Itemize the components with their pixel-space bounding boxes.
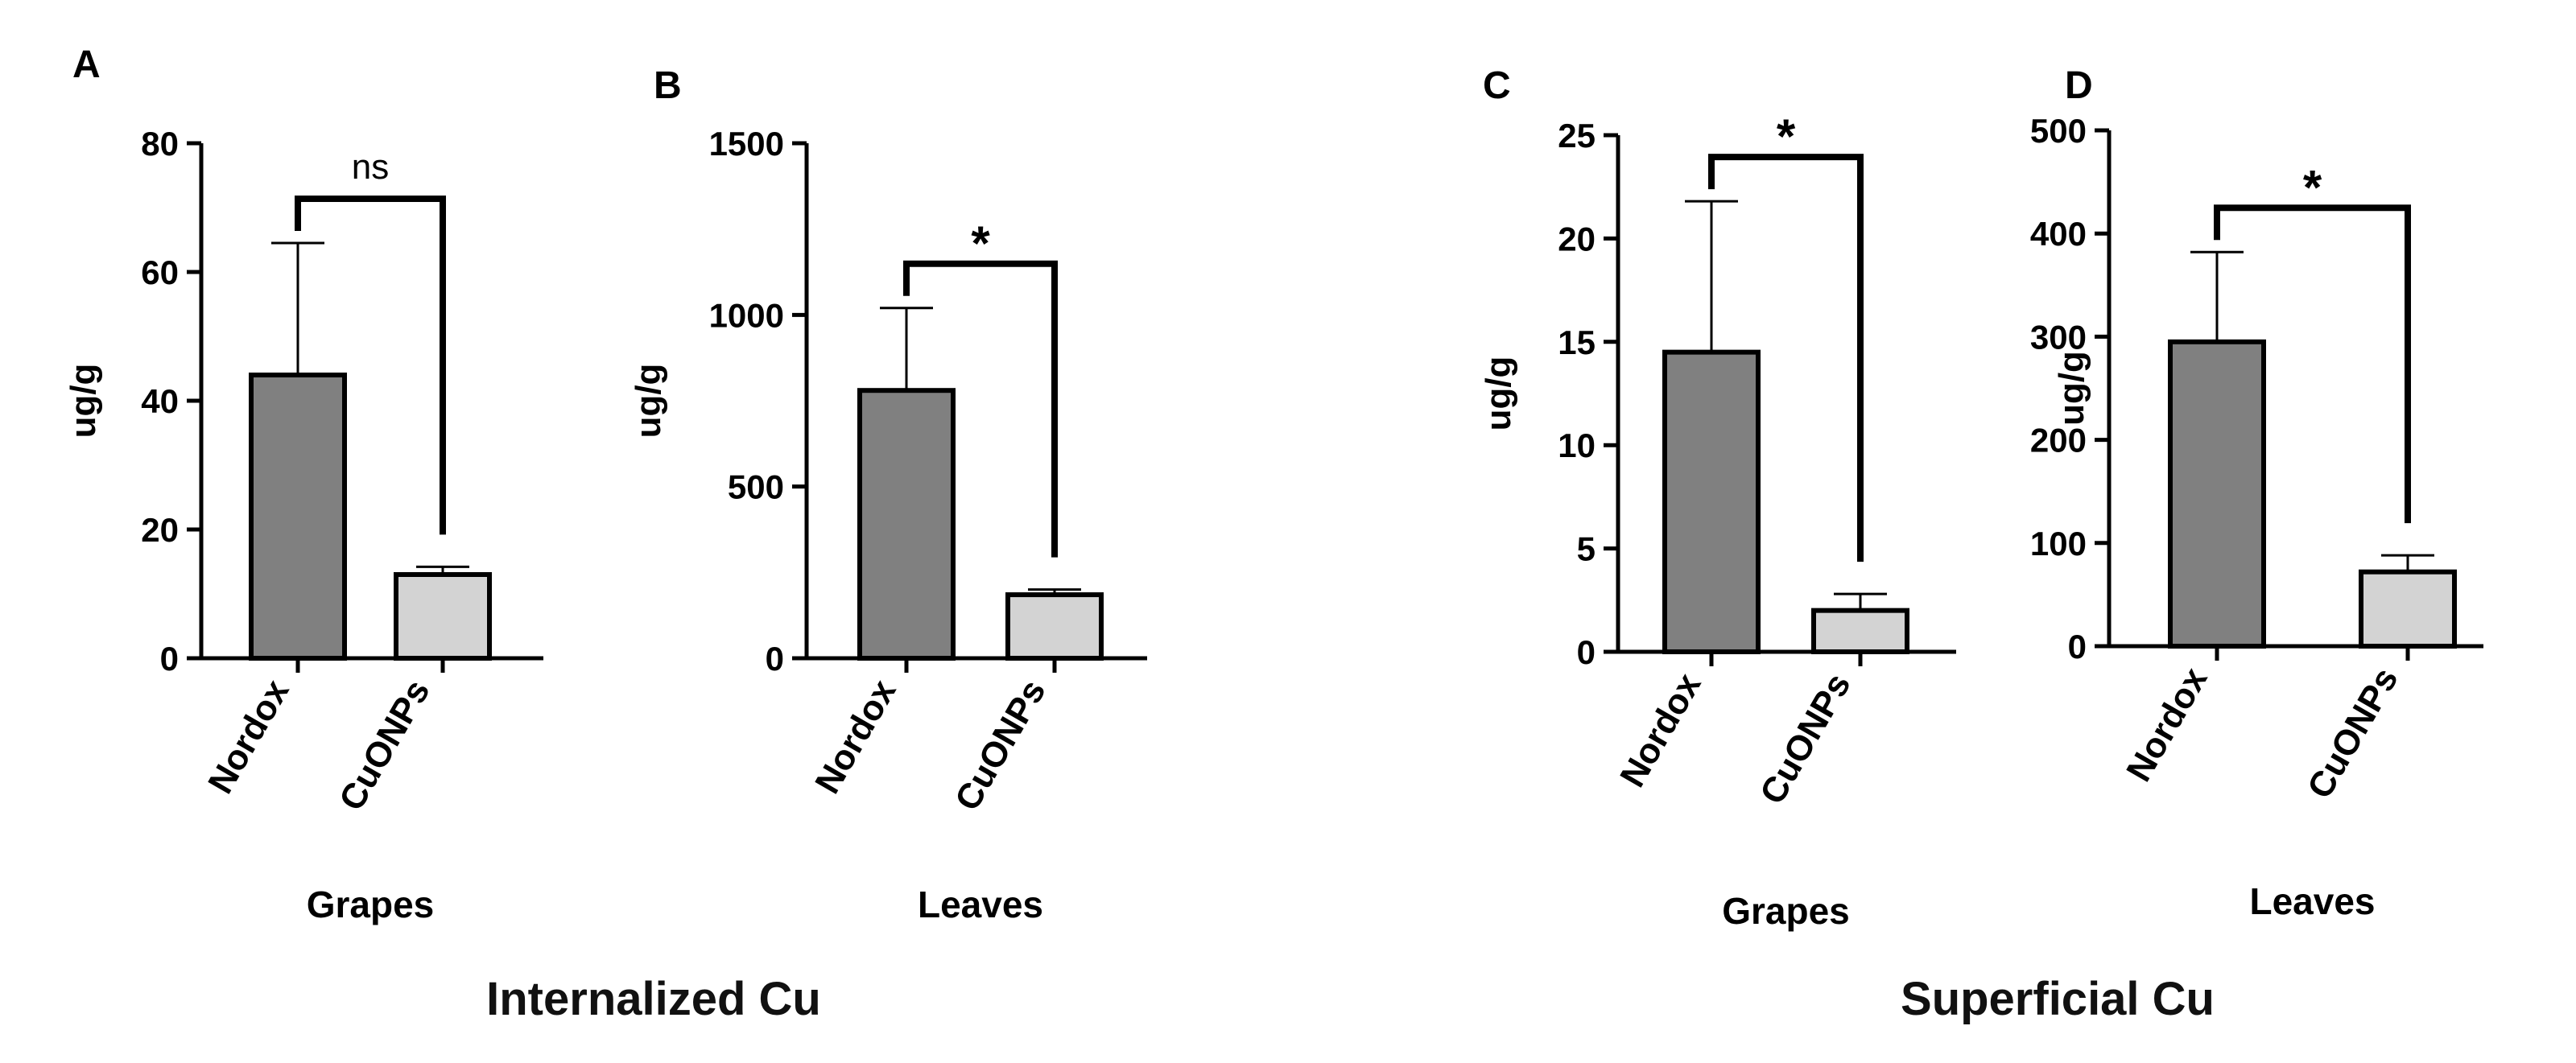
y-tick-label: 100 xyxy=(2030,525,2087,562)
y-axis-label: ug/g xyxy=(64,364,103,439)
chart-panel-d: Dug/g 0 100 200 300 400 500 Nordox CuONPs * Leaves xyxy=(2030,64,2483,922)
significance-label: * xyxy=(1777,109,1796,163)
bar-nordox xyxy=(1662,349,1761,654)
bar-cuonps xyxy=(2359,569,2457,649)
y-tick-label: 80 xyxy=(141,125,179,163)
y-tick-label: 500 xyxy=(728,468,784,506)
x-axis-label: Leaves xyxy=(918,884,1043,925)
y-tick-label: 20 xyxy=(1558,220,1596,258)
chart-panel-b: Bug/g 0 500 1000 1500 Nordox CuONPs * Leaves xyxy=(629,64,1147,925)
x-tick-label-cuonps: CuONPs xyxy=(332,674,438,818)
y-tick-label: 0 xyxy=(2068,628,2087,665)
y-tick-label: 1500 xyxy=(709,125,784,163)
y-tick-label: 0 xyxy=(160,640,179,678)
chart-panel-a: Aug/g 0 20 40 60 80 Nordox CuONPs ns Grapes xyxy=(64,43,543,925)
group-title-internalized: Internalized Cu xyxy=(486,973,821,1025)
chart-panel-c: Cug/g 0 5 10 15 20 25 Nordox CuONPs * Grapes xyxy=(1479,64,1956,932)
bar-nordox xyxy=(857,388,956,661)
y-tick-label: 500 xyxy=(2030,112,2087,150)
y-tick-label: 0 xyxy=(1577,633,1596,671)
x-tick-label-nordox: Nordox xyxy=(1612,666,1709,793)
y-tick-label: 60 xyxy=(141,253,179,291)
y-tick-label: 40 xyxy=(141,382,179,420)
significance-label: * xyxy=(2303,160,2322,214)
bar-cuonps xyxy=(1811,608,1909,655)
x-axis-label: Grapes xyxy=(307,884,435,925)
panel-letter: A xyxy=(72,43,101,86)
panel-letter: C xyxy=(1483,64,1511,107)
x-tick-label-cuonps: CuONPs xyxy=(1752,667,1859,811)
significance-label: ns xyxy=(352,147,389,187)
y-axis-label: ug/g xyxy=(629,364,668,439)
x-axis-label: Leaves xyxy=(2249,880,2375,922)
y-tick-label: 400 xyxy=(2030,215,2087,253)
y-tick-label: 10 xyxy=(1558,426,1596,464)
y-tick-label: 200 xyxy=(2030,422,2087,459)
y-tick-label: 0 xyxy=(766,640,784,678)
y-tick-label: 25 xyxy=(1558,117,1596,155)
bar-nordox xyxy=(2168,339,2266,649)
y-tick-label: 1000 xyxy=(709,296,784,334)
bar-nordox xyxy=(249,373,347,661)
bar-cuonps xyxy=(1005,592,1104,661)
x-tick-label-cuonps: CuONPs xyxy=(2300,661,2406,805)
x-tick-label-nordox: Nordox xyxy=(200,673,297,800)
significance-bracket xyxy=(2214,204,2411,524)
significance-label: * xyxy=(971,216,990,270)
y-axis-label: ug/g xyxy=(1479,356,1518,431)
panel-letter: B xyxy=(654,64,682,107)
x-tick-label-cuonps: CuONPs xyxy=(947,674,1054,818)
y-tick-label: 5 xyxy=(1577,530,1596,568)
significance-bracket xyxy=(903,260,1058,558)
x-tick-label-nordox: Nordox xyxy=(2119,661,2215,788)
significance-bracket xyxy=(1708,154,1864,562)
y-tick-label: 20 xyxy=(141,511,179,549)
y-tick-label: 15 xyxy=(1558,323,1596,361)
y-axis-label: ug/g xyxy=(2052,351,2091,426)
bar-cuonps xyxy=(394,572,492,661)
significance-bracket xyxy=(295,196,446,535)
y-tick-label: 300 xyxy=(2030,318,2087,356)
x-tick-label-nordox: Nordox xyxy=(807,673,904,800)
x-axis-label: Grapes xyxy=(1722,890,1850,932)
panel-letter: D xyxy=(2065,64,2093,107)
group-title-superficial: Superficial Cu xyxy=(1901,973,2215,1025)
